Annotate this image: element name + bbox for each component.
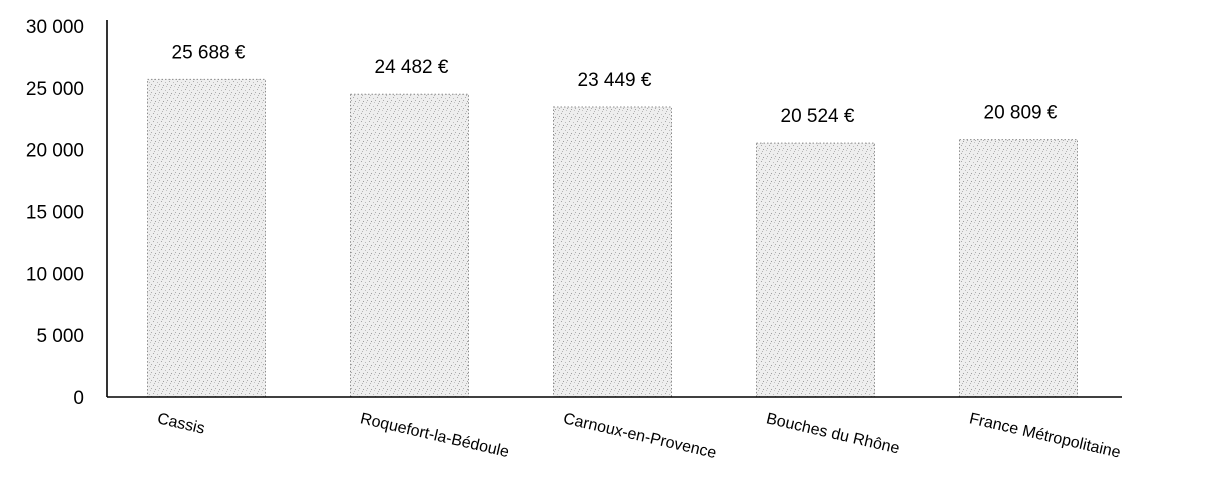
y-tick-label: 15 000 — [26, 203, 84, 224]
y-axis: 0 5 000 10 000 15 000 20 000 25 000 30 000 — [26, 17, 108, 409]
x-tick-label: Cassis — [156, 410, 207, 437]
y-tick-label: 20 000 — [26, 141, 84, 162]
data-label: 23 449 € — [578, 70, 652, 91]
y-tick-label: 10 000 — [26, 264, 84, 285]
x-tick-label: Bouches du Rhône — [765, 410, 902, 457]
y-tick-label: 30 000 — [26, 17, 84, 38]
y-tick-label: 0 — [73, 388, 84, 409]
bar — [756, 142, 875, 398]
data-label: 25 688 € — [172, 42, 246, 63]
x-tick-label: Roquefort-la-Bédoule — [359, 410, 511, 461]
bar — [147, 78, 266, 398]
data-label: 20 524 € — [781, 106, 855, 127]
bar — [959, 139, 1078, 398]
data-label: 24 482 € — [375, 57, 449, 78]
x-tick-label: Carnoux-en-Provence — [562, 410, 718, 462]
data-label: 20 809 € — [984, 103, 1058, 124]
bar — [553, 106, 672, 398]
bar — [350, 93, 469, 398]
x-tick-label: France Métropolitaine — [968, 410, 1123, 461]
y-tick-label: 25 000 — [26, 79, 84, 100]
bars: 25 688 € 24 482 € 23 449 € 20 524 € 20 809 € — [147, 42, 1078, 398]
y-tick-label: 5 000 — [36, 326, 84, 347]
x-axis: Cassis Roquefort-la-Bédoule Carnoux-en-Pro… — [107, 396, 1123, 462]
